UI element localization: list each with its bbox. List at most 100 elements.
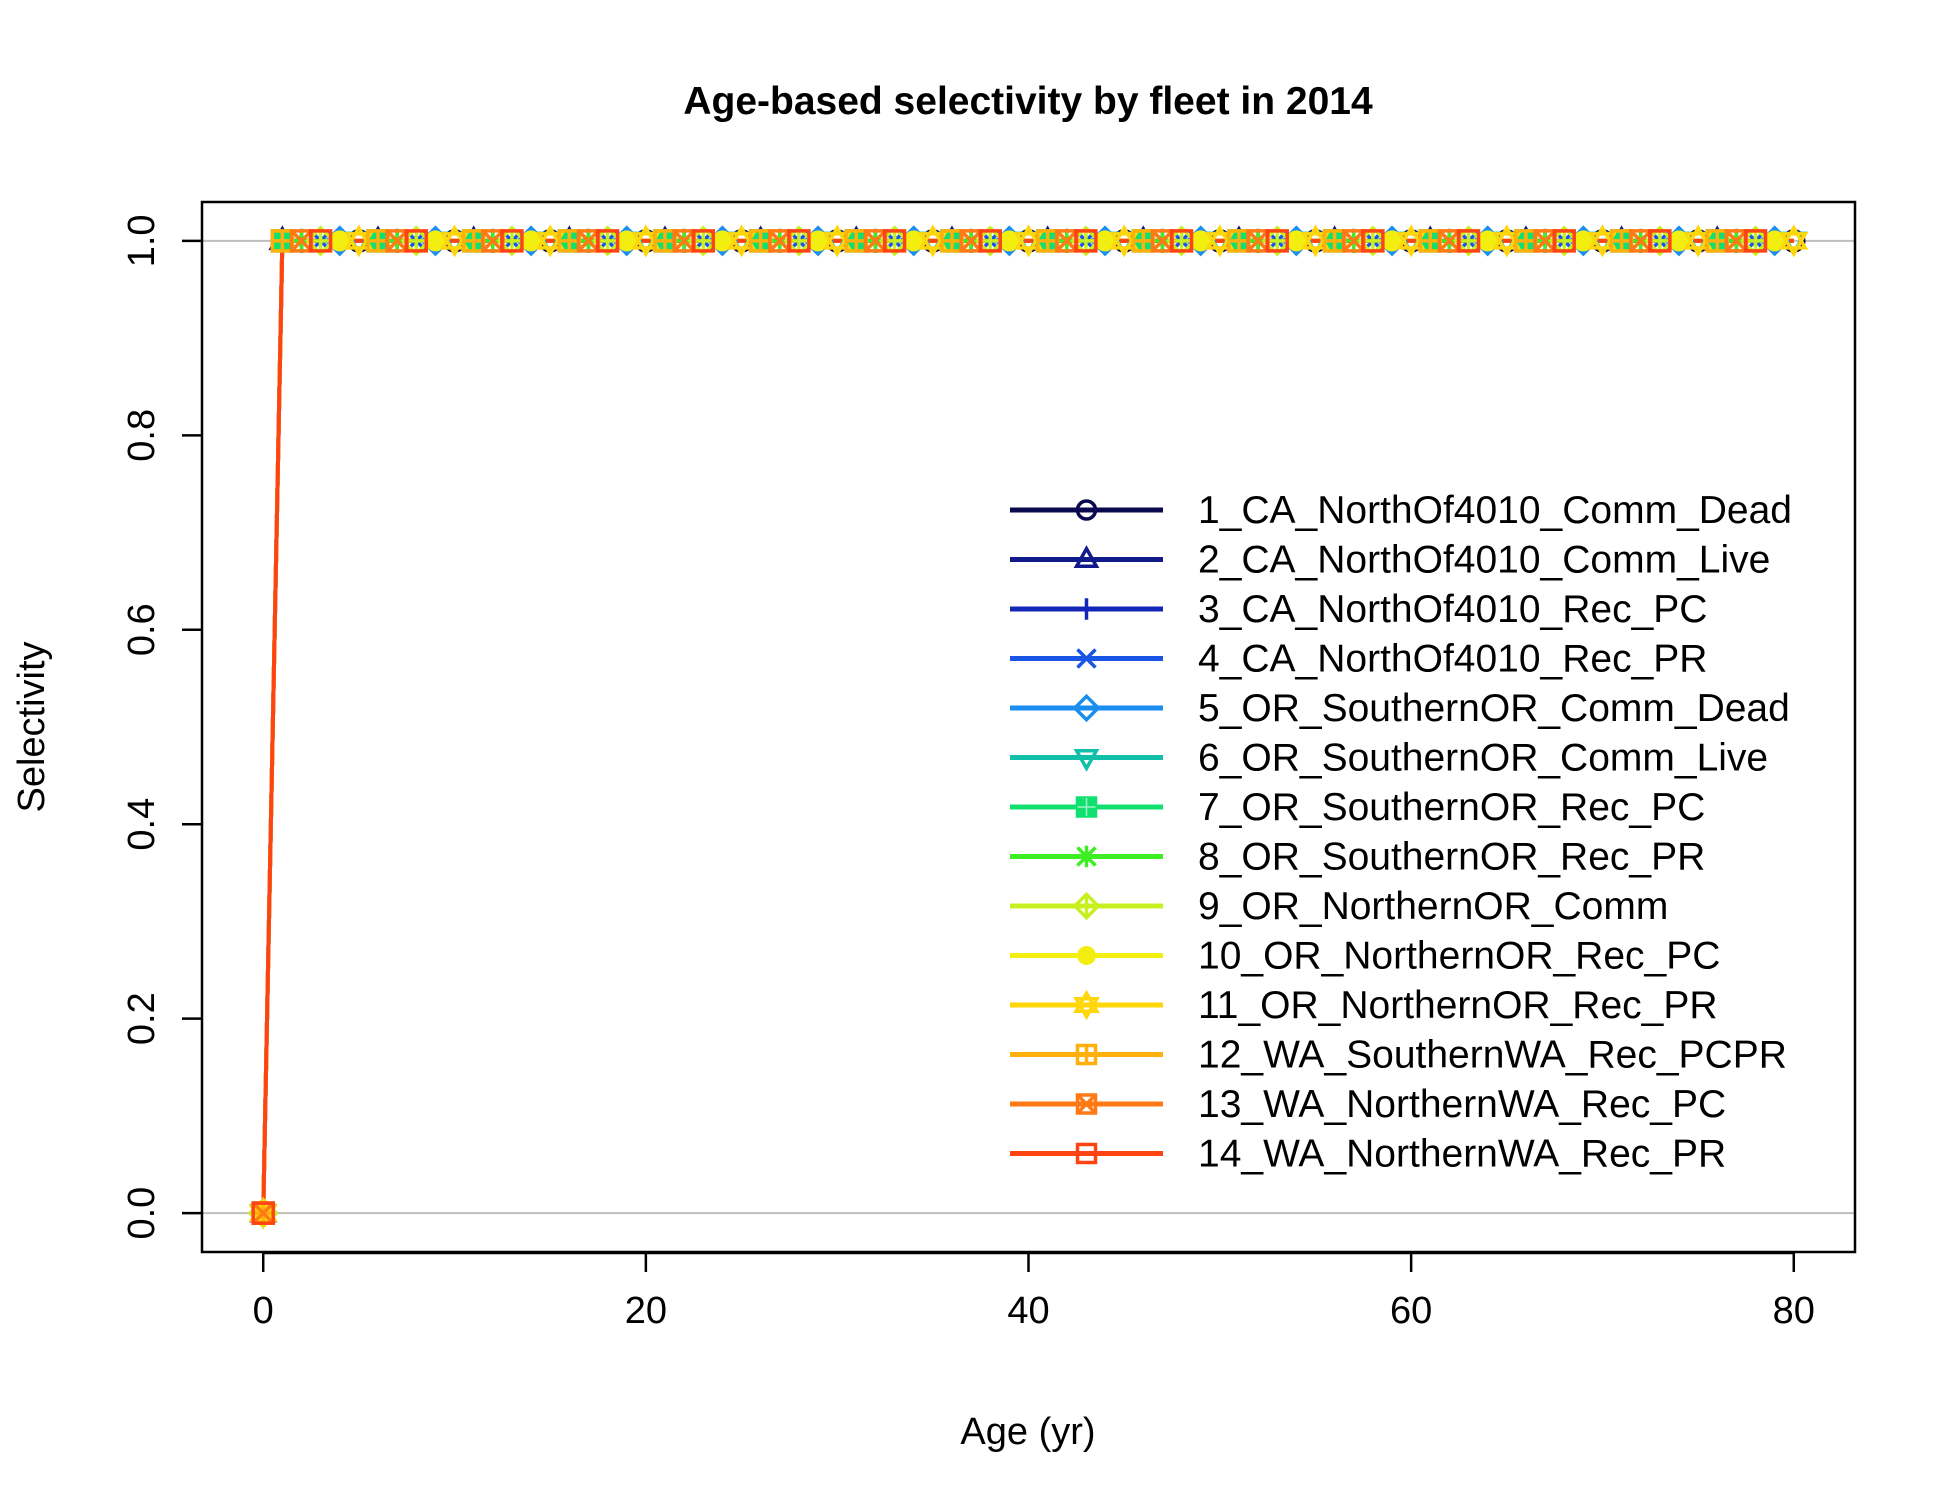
- y-tick-label: 1.0: [121, 214, 163, 267]
- x-tick-label: 80: [1773, 1290, 1815, 1332]
- legend-label: 12_WA_SouthernWA_Rec_PCPR: [1198, 1034, 1787, 1077]
- series-marker: [1456, 229, 1481, 253]
- series-marker: [1073, 989, 1100, 1021]
- legend-label: 4_CA_NorthOf4010_Rec_PR: [1198, 638, 1707, 681]
- series-marker: [918, 224, 948, 258]
- series-marker: [1361, 229, 1385, 253]
- x-axis: 0 20 40 60 80: [253, 1251, 1815, 1332]
- legend-label: 14_WA_NorthernWA_Rec_PR: [1198, 1133, 1726, 1176]
- legend-item: 6_OR_SouthernOR_Comm_Live: [1010, 737, 1768, 780]
- x-tick-label: 0: [253, 1290, 274, 1332]
- series-marker: [1075, 845, 1098, 868]
- series-marker: [1075, 598, 1098, 620]
- chart-title: Age-based selectivity by fleet in 2014: [683, 80, 1373, 123]
- legend-label: 13_WA_NorthernWA_Rec_PC: [1198, 1083, 1726, 1126]
- legend-item: 13_WA_NorthernWA_Rec_PC: [1010, 1083, 1726, 1126]
- series-marker: [1094, 230, 1116, 252]
- series-marker: [1109, 224, 1139, 258]
- series-marker: [1190, 230, 1212, 252]
- series-marker: [1572, 230, 1594, 252]
- legend-item: 8_OR_SouthernOR_Rec_PR: [1010, 836, 1705, 879]
- series-marker: [404, 229, 429, 253]
- legend-label: 9_OR_NorthernOR_Comm: [1198, 885, 1668, 928]
- series-marker: [1648, 229, 1672, 253]
- series-marker: [1477, 230, 1499, 252]
- series-marker: [1552, 229, 1576, 253]
- y-tick-label: 0.4: [121, 798, 163, 851]
- legend-label: 11_OR_NorthernOR_Rec_PR: [1198, 984, 1718, 1027]
- series-marker: [1075, 1093, 1098, 1115]
- series-marker: [308, 229, 333, 253]
- y-tick-label: 0.2: [121, 992, 163, 1045]
- series-marker: [1396, 224, 1426, 258]
- series-marker: [882, 229, 907, 253]
- series-marker: [1075, 796, 1098, 818]
- series-marker: [1169, 229, 1194, 253]
- series-marker: [1077, 946, 1096, 965]
- legend-item: 12_WA_SouthernWA_Rec_PCPR: [1010, 1034, 1787, 1077]
- series-marker: [1779, 224, 1809, 258]
- series-marker: [1073, 545, 1100, 568]
- legend-label: 6_OR_SouthernOR_Comm_Live: [1198, 737, 1768, 780]
- series-marker: [903, 230, 925, 252]
- legend-label: 5_OR_SouthernOR_Comm_Dead: [1198, 687, 1790, 730]
- series-marker: [1764, 230, 1786, 252]
- y-axis: 0.0 0.2 0.4 0.6 0.8 1.0: [121, 214, 202, 1240]
- series-marker: [711, 230, 733, 252]
- series-marker: [440, 224, 470, 258]
- legend-label: 7_OR_SouthernOR_Rec_PC: [1198, 786, 1705, 829]
- legend-item: 4_CA_NorthOf4010_Rec_PR: [1010, 638, 1707, 681]
- x-tick-label: 60: [1390, 1290, 1432, 1332]
- series-marker: [1073, 749, 1100, 772]
- legend-item: 1_CA_NorthOf4010_Comm_Dead: [1010, 489, 1792, 532]
- series-marker: [500, 229, 524, 253]
- legend-label: 10_OR_NorthernOR_Rec_PC: [1198, 935, 1720, 978]
- series-marker: [251, 1201, 275, 1225]
- legend-item: 10_OR_NorthernOR_Rec_PC: [1010, 935, 1720, 978]
- series-marker: [998, 230, 1020, 252]
- series-marker: [1743, 229, 1768, 253]
- series-marker: [329, 230, 351, 252]
- series-marker: [1285, 230, 1307, 252]
- series-marker: [616, 230, 638, 252]
- series-marker: [978, 229, 1002, 253]
- series-marker: [1265, 229, 1289, 253]
- y-tick-label: 0.8: [121, 409, 163, 462]
- series-marker: [1683, 224, 1713, 258]
- legend-item: 2_CA_NorthOf4010_Comm_Live: [1010, 539, 1770, 582]
- legend: 1_CA_NorthOf4010_Comm_Dead 2_CA_NorthOf40…: [1010, 489, 1792, 1176]
- series-marker: [595, 229, 620, 253]
- y-axis-label: Selectivity: [11, 641, 53, 812]
- y-tick-label: 0.6: [121, 603, 163, 656]
- legend-label: 8_OR_SouthernOR_Rec_PR: [1198, 836, 1705, 879]
- legend-item: 11_OR_NorthernOR_Rec_PR: [1010, 984, 1718, 1027]
- series-marker: [1492, 224, 1522, 258]
- series-marker: [787, 229, 811, 253]
- legend-label: 2_CA_NorthOf4010_Comm_Live: [1198, 539, 1770, 582]
- series-marker: [726, 224, 757, 258]
- series-marker: [807, 230, 829, 252]
- legend-item: 7_OR_SouthernOR_Rec_PC: [1010, 786, 1705, 829]
- series-marker: [691, 229, 716, 253]
- series-marker: [1072, 693, 1101, 723]
- series-marker: [535, 224, 565, 258]
- series-marker: [1668, 230, 1690, 252]
- legend-label: 1_CA_NorthOf4010_Comm_Dead: [1198, 489, 1792, 532]
- series-marker: [1205, 224, 1235, 258]
- series-markers: [247, 224, 1809, 1230]
- series-marker: [1300, 224, 1331, 258]
- series-marker: [520, 230, 542, 252]
- series-marker: [1072, 891, 1101, 921]
- series-marker: [1131, 229, 1156, 253]
- legend-item: 3_CA_NorthOf4010_Rec_PC: [1010, 588, 1707, 631]
- legend-item: 5_OR_SouthernOR_Comm_Dead: [1010, 687, 1790, 730]
- series-marker: [1075, 1043, 1098, 1066]
- series-marker: [1381, 230, 1403, 252]
- series-marker: [1075, 499, 1098, 521]
- series-marker: [1076, 648, 1097, 669]
- legend-item: 9_OR_NorthernOR_Comm: [1010, 885, 1668, 928]
- series-marker: [344, 224, 374, 258]
- x-tick-label: 20: [625, 1290, 667, 1332]
- legend-label: 3_CA_NorthOf4010_Rec_PC: [1198, 588, 1707, 631]
